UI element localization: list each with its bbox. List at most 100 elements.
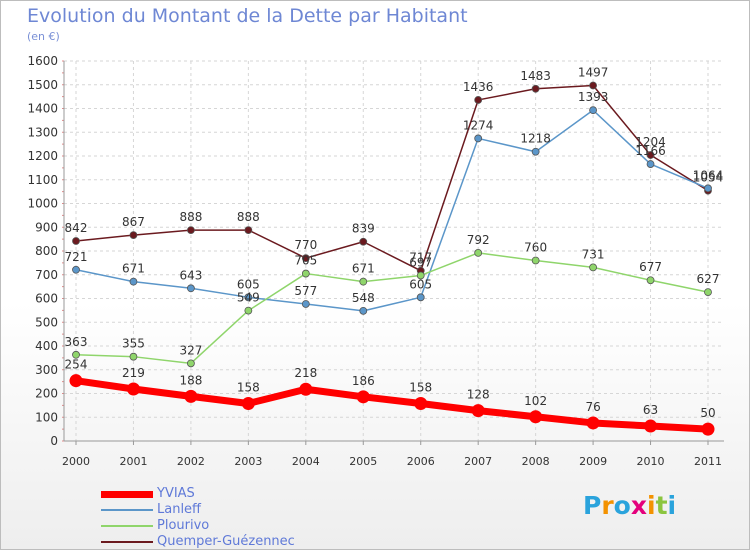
data-label-quemper-guezennec: 770 — [294, 238, 317, 252]
series-line-yvias — [75, 377, 709, 433]
data-label-yvias: 158 — [409, 380, 432, 394]
data-point-plourivo — [416, 271, 425, 280]
data-label-quemper-guezennec: 1497 — [578, 65, 609, 79]
y-tick-label: 1300 — [27, 125, 58, 139]
data-label-plourivo: 363 — [65, 335, 88, 349]
data-label-plourivo: 760 — [524, 241, 547, 255]
legend-swatch-quemper-guezennec — [101, 541, 153, 543]
chart-subtitle: (en €) — [27, 30, 60, 43]
data-point-yvias — [356, 390, 370, 404]
legend-label-yvias: YVIAS — [157, 486, 195, 501]
y-tick-label: 1600 — [27, 54, 58, 68]
data-label-lanleff: 1393 — [578, 90, 609, 104]
data-point-yvias — [241, 396, 255, 410]
chart-title: Evolution du Montant de la Dette par Hab… — [27, 5, 468, 27]
legend-item-quemper-guezennec: Quemper-Guézennec — [101, 534, 361, 551]
y-tick-label: 100 — [35, 410, 58, 424]
data-label-quemper-guezennec: 717 — [409, 251, 432, 265]
series-line-plourivo — [75, 252, 709, 365]
data-point-plourivo — [187, 359, 195, 368]
logo-letter: i — [667, 491, 677, 520]
logo-letter: P — [583, 491, 602, 520]
legend-swatch-plourivo — [101, 525, 153, 527]
y-tick-label: 500 — [35, 315, 58, 329]
data-point-yvias — [471, 404, 485, 418]
x-tick-label: 2010 — [637, 455, 665, 468]
logo-letter: i — [647, 491, 656, 520]
y-tick-label: 1000 — [27, 197, 58, 211]
data-label-plourivo: 677 — [639, 260, 662, 274]
y-tick-label: 600 — [35, 292, 58, 306]
data-point-lanleff — [646, 160, 655, 168]
data-point-lanleff — [301, 300, 310, 308]
data-point-lanleff — [129, 277, 138, 286]
legend: YVIAS Lanleff Plourivo Quemper-Guézennec — [101, 486, 361, 551]
data-label-lanleff: 605 — [409, 277, 432, 291]
data-label-plourivo: 705 — [294, 254, 317, 268]
y-tick-label: 0 — [50, 434, 58, 448]
data-point-lanleff — [474, 134, 483, 143]
data-point-yvias — [69, 374, 83, 388]
data-point-yvias — [299, 382, 313, 396]
data-label-lanleff: 671 — [122, 262, 145, 276]
data-label-yvias: 50 — [700, 406, 715, 420]
data-label-plourivo: 627 — [697, 272, 720, 286]
legend-swatch-lanleff — [101, 509, 153, 511]
x-tick-label: 2005 — [349, 455, 377, 468]
x-tick-label: 2003 — [234, 455, 262, 468]
logo-letter: r — [601, 491, 614, 520]
data-label-quemper-guezennec: 1204 — [635, 135, 666, 149]
y-tick-label: 1500 — [27, 78, 58, 92]
data-point-lanleff — [359, 306, 368, 315]
data-label-yvias: 102 — [524, 394, 547, 408]
y-tick-label: 1100 — [27, 173, 58, 187]
data-label-quemper-guezennec: 888 — [237, 210, 260, 224]
data-point-lanleff — [704, 184, 712, 193]
x-tick-label: 2006 — [407, 455, 435, 468]
data-label-quemper-guezennec: 888 — [179, 210, 202, 224]
data-label-yvias: 188 — [179, 373, 202, 387]
y-tick-label: 400 — [35, 339, 58, 353]
data-label-lanleff: 577 — [294, 284, 317, 298]
data-point-lanleff — [589, 106, 597, 115]
data-label-plourivo: 671 — [352, 262, 375, 276]
data-point-quemper-guezennec — [646, 151, 655, 159]
data-point-yvias — [414, 396, 428, 410]
data-label-lanleff: 1218 — [520, 132, 551, 146]
data-point-yvias — [126, 382, 140, 396]
data-label-lanleff: 548 — [352, 291, 375, 305]
data-point-quemper-guezennec — [72, 237, 80, 245]
legend-item-yvias: YVIAS — [101, 486, 361, 503]
logo-letter: o — [613, 491, 631, 520]
y-tick-label: 200 — [35, 387, 58, 401]
data-label-yvias: 76 — [585, 400, 600, 414]
y-tick-label: 1400 — [27, 102, 58, 116]
logo-letter: t — [655, 491, 668, 520]
data-label-quemper-guezennec: 867 — [122, 215, 145, 229]
y-tick-label: 300 — [35, 363, 58, 377]
data-label-lanleff: 721 — [65, 250, 88, 264]
data-point-yvias — [701, 422, 715, 436]
x-tick-label: 2007 — [464, 455, 492, 468]
x-tick-label: 2002 — [177, 455, 205, 468]
data-point-quemper-guezennec — [531, 84, 540, 93]
data-point-yvias — [644, 419, 658, 433]
data-label-quemper-guezennec: 1436 — [463, 80, 494, 94]
x-tick-label: 2001 — [119, 455, 147, 468]
data-label-yvias: 219 — [122, 366, 145, 380]
data-label-quemper-guezennec: 842 — [65, 221, 88, 235]
data-label-plourivo: 792 — [467, 233, 490, 247]
data-label-plourivo: 327 — [179, 343, 202, 357]
series-line-lanleff — [75, 109, 709, 312]
x-tick-label: 2004 — [292, 455, 320, 468]
data-label-yvias: 128 — [467, 388, 490, 402]
data-point-plourivo — [301, 269, 310, 278]
legend-label-quemper-guezennec: Quemper-Guézennec — [157, 534, 295, 549]
data-point-plourivo — [704, 288, 712, 296]
data-point-lanleff — [187, 284, 195, 293]
data-label-yvias: 254 — [65, 358, 88, 372]
data-point-yvias — [184, 389, 198, 403]
data-label-quemper-guezennec: 1054 — [693, 171, 724, 185]
x-tick-label: 2011 — [694, 455, 722, 468]
